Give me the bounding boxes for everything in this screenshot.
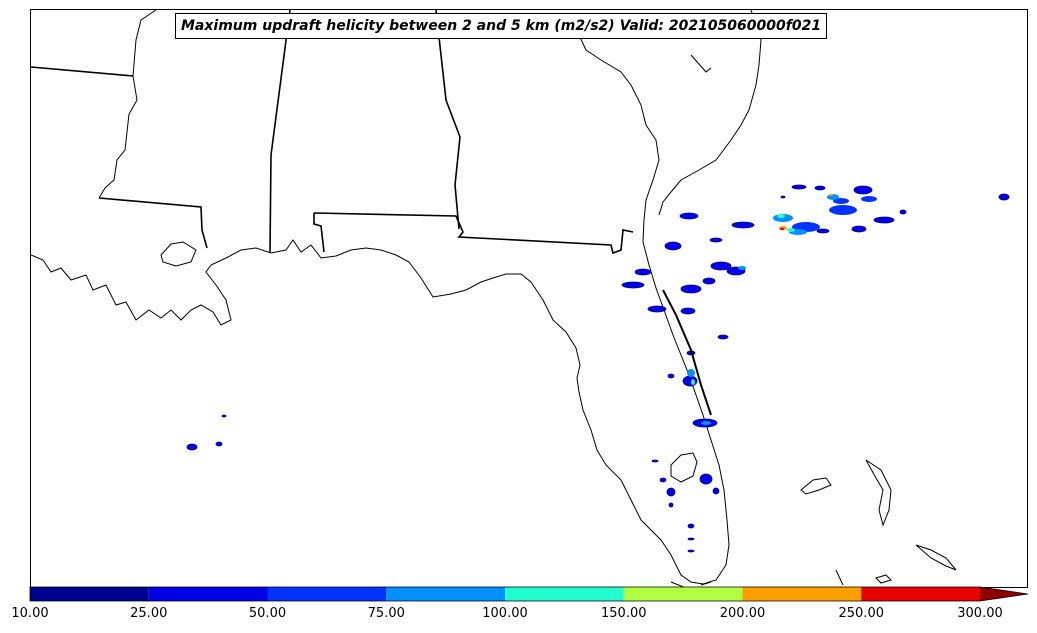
colorbar-tick-label: 25.00 [130,606,168,621]
fl-border [313,212,634,255]
colorbar-extend-arrow [980,587,1028,601]
pamlico-sound [690,54,712,73]
la-ar-border [31,66,134,77]
state-borders [31,10,634,255]
colorbar-segment [267,587,387,601]
bahamas-abaco [865,459,892,527]
colorbar-segment [623,587,743,601]
colorbar-tick-label: 150.00 [601,606,647,621]
map-title: Maximum updraft helicity between 2 and 5… [175,13,828,39]
bahamas-small [835,569,844,586]
atlantic-coast-north [658,84,757,216]
ms-al-border [269,10,291,253]
florida-keys [670,581,712,587]
colorbar-tick-label: 300.00 [957,606,1003,621]
bahamas-andros [875,574,892,584]
colorbar-tick-label: 100.00 [482,606,528,621]
colorbar-segment [861,587,980,601]
colorbar-segment [30,587,149,601]
colorbar-svg [29,586,1029,602]
map-title-text: Maximum updraft helicity between 2 and 5… [181,18,822,34]
colorbar-segment [742,587,862,601]
colorbar [29,586,1029,602]
colorbar-tick-label: 10.00 [11,606,49,621]
mississippi-river [98,10,157,199]
colorbar-segment [505,587,624,601]
bahamas-grand [800,477,832,495]
colorbar-tick-label: 75.00 [367,606,405,621]
map-svg [31,10,1010,587]
bahamas-eleuthera [915,544,957,571]
map-panel [30,9,1028,588]
al-ga-border [435,10,461,230]
colorbar-tick-label: 50.00 [248,606,287,621]
colorbar-outline [29,586,1029,602]
colorbar-tick-label: 200.00 [719,606,766,621]
colorbar-segment [386,587,505,601]
colorbar-tick-label: 250.00 [838,606,885,621]
coastlines [31,10,957,587]
la-ms-border [98,197,208,249]
colorbar-segment [148,587,268,601]
lake-pontchartrain [160,241,197,267]
gulf-and-atlantic-coast [31,19,730,585]
lake-okeechobee [670,452,698,483]
helicity-swaths [186,184,1010,553]
